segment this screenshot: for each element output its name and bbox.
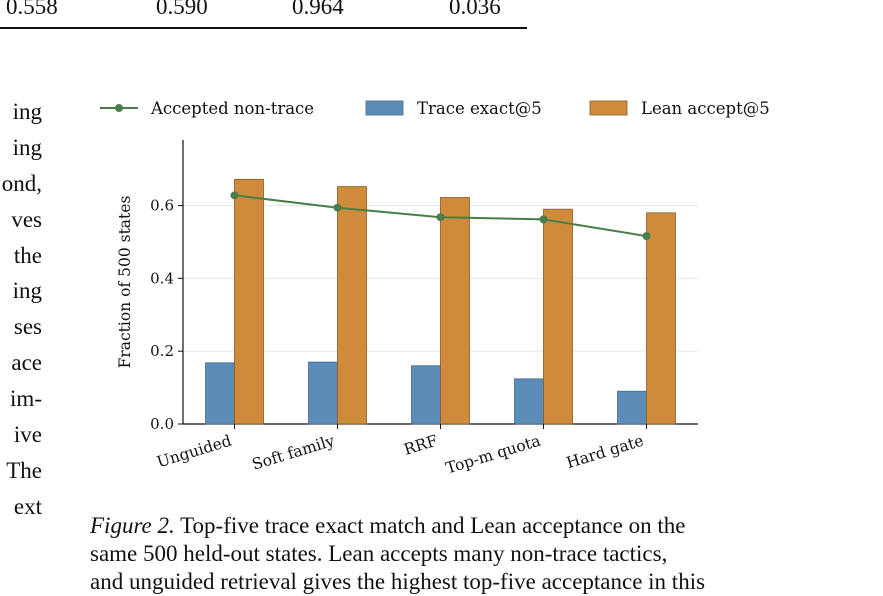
y-tick-label: 0.2 (150, 342, 174, 360)
text-line: ing (12, 134, 42, 160)
table-bottom-rule (0, 27, 527, 29)
line-point (642, 232, 651, 241)
text-line: ext (13, 493, 42, 519)
bar-trace-exact-5 (514, 378, 544, 425)
caption-line: same 500 held-out states. Lean accepts m… (90, 541, 668, 566)
bar-trace-exact-5 (205, 362, 235, 425)
legend-bar-swatch (365, 100, 404, 116)
line-point (436, 213, 445, 222)
legend-label: Accepted non-trace (150, 99, 314, 118)
bar-lean-accept-5 (440, 197, 470, 425)
line-point (333, 203, 342, 212)
line-point (230, 191, 239, 200)
table-cell: 0.590 (156, 0, 208, 19)
y-tick-label: 0.6 (150, 197, 174, 215)
legend-entry: Accepted non-trace (100, 99, 314, 118)
legend-entry: Lean accept@5 (589, 99, 770, 118)
y-tick-label: 0.4 (150, 269, 174, 287)
bar-trace-exact-5 (617, 390, 647, 425)
left-column-text: ing ing ond, ves the ing ses ace im- ive… (0, 94, 42, 525)
text-line: ace (11, 350, 42, 376)
bar-lean-accept-5 (543, 208, 573, 425)
y-axis-label: Fraction of 500 states (116, 196, 134, 369)
x-tick-label: Hard gate (564, 432, 645, 472)
caption-line: Top-five trace exact match and Lean acce… (180, 513, 686, 538)
table-cell: 0.964 (292, 0, 344, 19)
text-line: the (13, 242, 42, 268)
caption-line: and unguided retrieval gives the highest… (90, 569, 706, 594)
y-tick-label: 0.0 (150, 415, 174, 433)
text-line: ves (11, 206, 42, 232)
bar-trace-exact-5 (308, 361, 338, 425)
text-line: The (6, 457, 42, 483)
table-last-row: 0.558 0.590 0.964 0.036 (0, 0, 527, 20)
bar-line-chart: 0.0 0.2 0.4 0.6 Fraction of 500 states Unguid… (100, 99, 770, 478)
x-tick-label: Soft family (250, 432, 337, 474)
bar-lean-accept-5 (337, 186, 367, 425)
table-cell: 0.036 (449, 0, 501, 19)
legend-bar-swatch (589, 100, 628, 116)
legend-label: Lean accept@5 (641, 99, 770, 118)
bar-lean-accept-5 (646, 212, 676, 425)
text-line: ing (12, 278, 42, 304)
legend-label: Trace exact@5 (417, 99, 542, 118)
line-point (539, 215, 548, 224)
text-line: ond, (1, 170, 42, 196)
caption-label: Figure 2. (90, 513, 175, 538)
legend-entry: Trace exact@5 (365, 99, 542, 118)
table-cell: 0.558 (6, 0, 58, 19)
text-line: im- (10, 386, 42, 412)
text-line: ive (13, 422, 42, 448)
x-tick-label: RRF (402, 432, 440, 459)
bar-trace-exact-5 (411, 365, 441, 425)
figure-caption: Figure 2. Top-five trace exact match and… (90, 512, 850, 596)
legend-marker (115, 104, 123, 112)
bar-lean-accept-5 (234, 178, 264, 425)
x-tick-label: Top-m quota (444, 432, 543, 478)
text-line: ing (12, 99, 42, 124)
text-line: ses (13, 314, 42, 340)
x-tick-label: Unguided (155, 432, 234, 472)
